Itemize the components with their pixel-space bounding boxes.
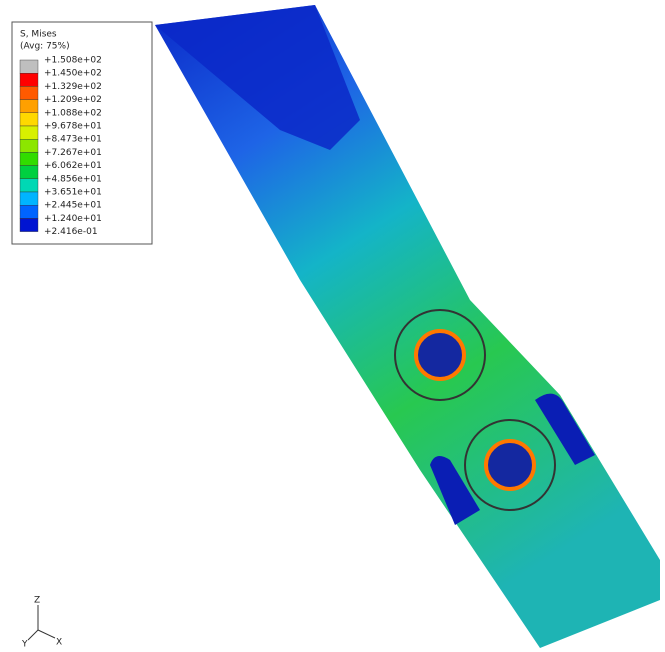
axis-label: Z <box>34 596 40 606</box>
legend-swatch <box>20 205 38 218</box>
legend-label: +8.473e+01 <box>44 135 102 145</box>
legend-swatch <box>20 100 38 113</box>
legend-label: +1.450e+02 <box>44 69 102 79</box>
triad: Z Y X <box>21 596 62 650</box>
model <box>155 5 660 648</box>
legend-label: +4.856e+01 <box>44 174 102 184</box>
axis-label: X <box>56 638 62 648</box>
legend-swatch <box>20 192 38 205</box>
legend: S, Mises (Avg: 75%) +1.508e+02 +1.450e+02… <box>12 22 152 244</box>
legend-label: +9.678e+01 <box>44 122 102 132</box>
legend-swatch <box>20 218 38 231</box>
legend-label: +7.267e+01 <box>44 148 102 158</box>
legend-swatch <box>20 113 38 126</box>
legend-title: S, Mises <box>20 30 57 40</box>
legend-swatch <box>20 166 38 179</box>
legend-label: +2.416e-01 <box>44 227 98 237</box>
legend-swatch <box>20 126 38 139</box>
legend-swatch <box>20 60 38 73</box>
legend-label: +1.088e+02 <box>44 108 102 118</box>
legend-swatch <box>20 86 38 99</box>
axis-label: Y <box>21 640 28 650</box>
legend-subtitle: (Avg: 75%) <box>20 42 70 52</box>
legend-label: +2.445e+01 <box>44 201 102 211</box>
legend-label: +6.062e+01 <box>44 161 102 171</box>
legend-swatch <box>20 139 38 152</box>
legend-label: +1.240e+01 <box>44 214 102 224</box>
bolt-hole <box>486 441 534 489</box>
legend-label: +1.508e+02 <box>44 56 102 66</box>
bolt-hole <box>416 331 464 379</box>
axis-x <box>38 630 55 638</box>
legend-swatch <box>20 179 38 192</box>
beam <box>155 5 660 648</box>
legend-swatch <box>20 152 38 165</box>
legend-label: +1.209e+02 <box>44 95 102 105</box>
viewport: S, Mises (Avg: 75%) +1.508e+02 +1.450e+02… <box>0 0 665 652</box>
legend-label: +1.329e+02 <box>44 82 102 92</box>
legend-label: +3.651e+01 <box>44 188 102 198</box>
legend-swatch <box>20 73 38 86</box>
axis-y <box>28 630 38 640</box>
